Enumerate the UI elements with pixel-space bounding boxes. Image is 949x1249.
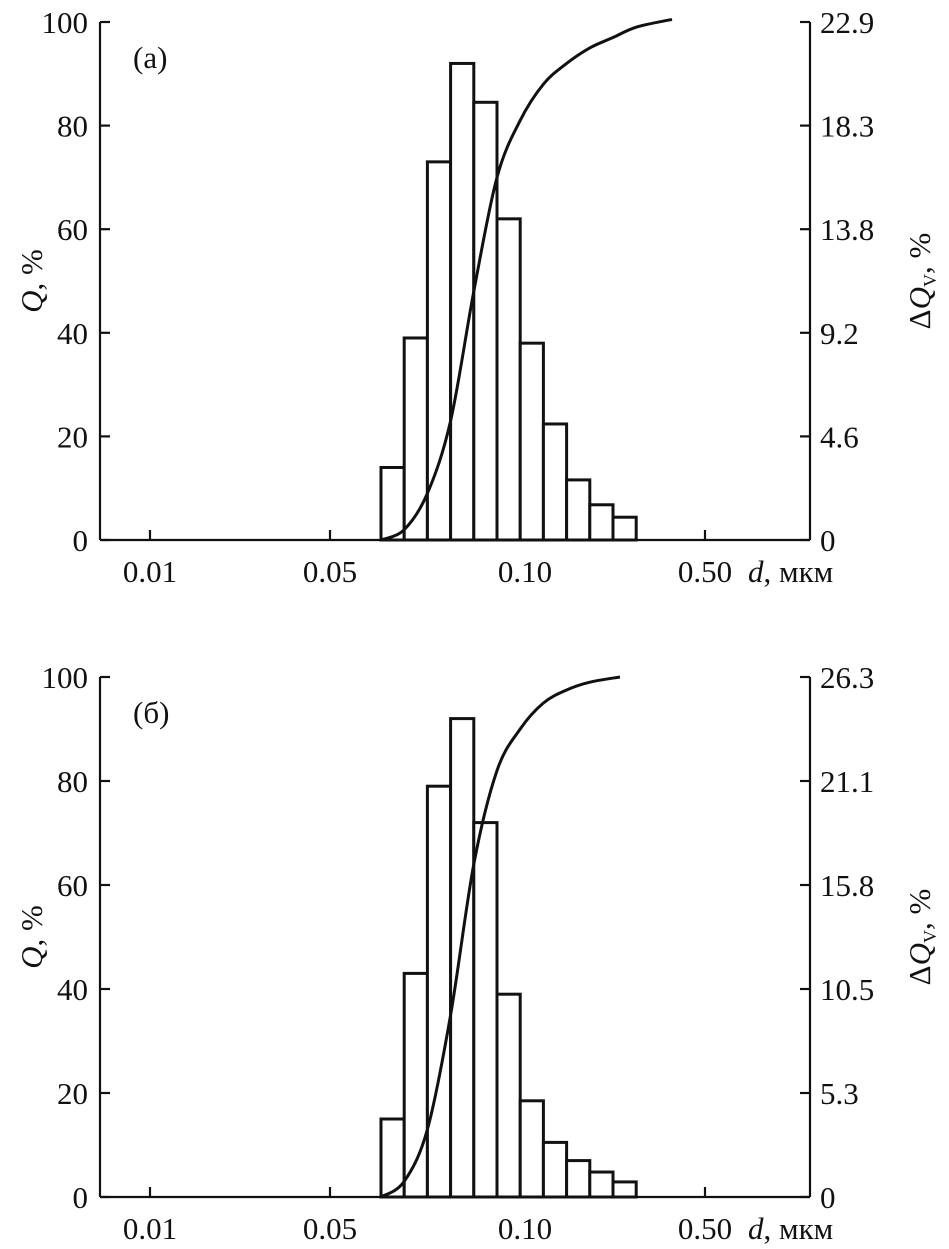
y-tick-label: 80: [57, 764, 88, 799]
y2-axis-label: ΔQV, %: [902, 889, 940, 986]
y-tick-label: 0: [73, 1180, 89, 1215]
x-tick-label: 0.10: [498, 554, 552, 589]
y2-tick-label: 9.2: [820, 316, 859, 351]
y2-tick-label: 22.9: [820, 5, 874, 40]
cumulative-curve: [380, 675, 621, 1199]
histogram-bar: [518, 1099, 545, 1199]
y-tick-label: 40: [57, 316, 88, 351]
histogram-bar: [565, 478, 592, 542]
histogram-bar: [565, 1159, 592, 1199]
x-tick-label: 0.05: [303, 554, 357, 589]
y-tick-label: 20: [57, 419, 88, 454]
x-tick-label: 0.01: [123, 1211, 177, 1246]
y2-tick-label: 0: [820, 1180, 836, 1215]
y-tick-label: 100: [42, 5, 89, 40]
x-tick-label: 0.50: [678, 1211, 732, 1246]
histogram-bar: [518, 341, 545, 542]
histogram-bar: [472, 100, 499, 542]
histogram-bar: [495, 992, 522, 1199]
histogram-bar: [541, 1140, 569, 1199]
histogram-bar: [402, 336, 429, 542]
histogram-bar: [449, 717, 476, 1199]
y-tick-label: 60: [57, 212, 88, 247]
y2-tick-label: 13.8: [820, 212, 874, 247]
chart-panel-1: 0 0 20 5.3 40 10.5 60 15.8 80 21.1 100 26.3 0.01 0.05…: [14, 660, 940, 1246]
histogram-bar: [449, 61, 476, 542]
y-tick-label: 100: [42, 660, 89, 695]
x-axis-label: d, мкм: [748, 1211, 833, 1246]
chart-panel-0: 0 0 20 4.6 40 9.2 60 13.8 80 18.3 100 22.9 0.01 0.05 0…: [14, 5, 940, 589]
y-axis-label: Q, %: [14, 249, 49, 313]
y-tick-label: 80: [57, 109, 88, 144]
histogram-bar: [611, 1180, 638, 1199]
panel-label: (a): [133, 40, 167, 75]
panel-label: (б): [133, 695, 169, 730]
y-axis-label: Q, %: [14, 905, 49, 969]
y2-tick-label: 26.3: [820, 660, 874, 695]
histogram-bar: [541, 422, 569, 542]
y2-tick-label: 4.6: [820, 419, 859, 454]
y-tick-label: 20: [57, 1076, 88, 1111]
histogram-bar: [588, 1170, 615, 1199]
x-tick-label: 0.01: [123, 554, 177, 589]
y-tick-label: 60: [57, 868, 88, 903]
histogram-bar: [472, 821, 499, 1199]
histogram-bar: [425, 784, 453, 1199]
y2-tick-label: 10.5: [820, 972, 874, 1007]
y2-tick-label: 15.8: [820, 868, 874, 903]
histogram-bar: [379, 465, 406, 542]
histogram-bar: [588, 503, 615, 542]
y2-tick-label: 21.1: [820, 764, 874, 799]
cumulative-curve: [380, 17, 673, 542]
y-tick-label: 0: [73, 523, 89, 558]
y-tick-label: 40: [57, 972, 88, 1007]
x-tick-label: 0.05: [303, 1211, 357, 1246]
histogram-bar: [495, 217, 522, 542]
x-axis-label: d, мкм: [748, 554, 833, 589]
x-tick-label: 0.10: [498, 1211, 552, 1246]
y2-tick-label: 0: [820, 523, 836, 558]
x-tick-label: 0.50: [678, 554, 732, 589]
y2-tick-label: 18.3: [820, 109, 874, 144]
y2-tick-label: 5.3: [820, 1076, 859, 1111]
histogram-bar: [611, 515, 638, 542]
y2-axis-label: ΔQV, %: [902, 233, 940, 330]
